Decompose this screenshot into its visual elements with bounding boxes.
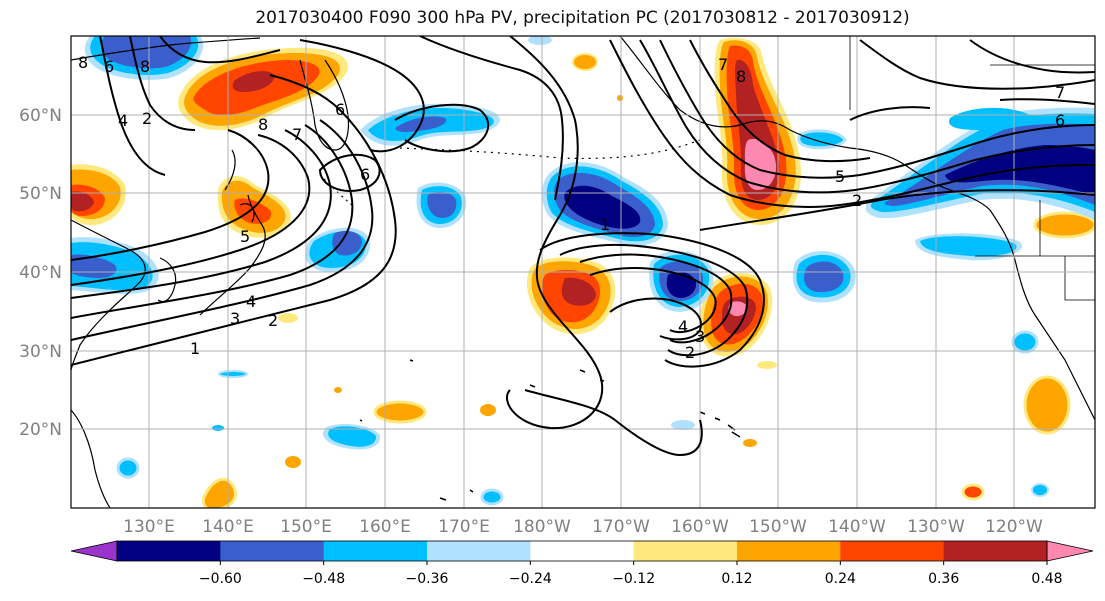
colorbar-segment	[530, 541, 634, 561]
colorbar-tick-label: −0.60	[199, 571, 242, 587]
contour-label-5: 5	[240, 227, 250, 246]
colorbar-tick-label: −0.48	[302, 571, 345, 587]
colorbar-tick-label: 0.36	[928, 571, 959, 587]
contour-label-7b: 7	[718, 55, 728, 74]
lon-label-120w: 120°W	[985, 517, 1043, 537]
colorbar-tick-label: 0.12	[721, 571, 752, 587]
lon-label-140e: 140°E	[202, 517, 254, 537]
contour-label-2d: 2	[852, 191, 862, 210]
colorbar-tick-label: 0.24	[825, 571, 856, 587]
colorbar-segment	[944, 541, 1048, 561]
lon-label-180w: 180°W	[513, 517, 571, 537]
contour-label-4b: 4	[246, 292, 256, 311]
contour-label-2c: 2	[685, 343, 695, 362]
contour-label-8d: 8	[736, 67, 746, 86]
colorbar: −0.60 −0.48 −0.36 −0.24 −0.12 0.12 0.24 0.36 0.4…	[71, 541, 1105, 587]
contour-label-1: 1	[190, 339, 200, 358]
longitude-labels: 130°E 140°E 150°E 160°E 170°E 180°W 170°…	[123, 517, 1043, 537]
colorbar-tick-label: −0.36	[406, 571, 449, 587]
colorbar-tick-label: −0.24	[509, 571, 552, 587]
contour-label-8: 8	[78, 53, 88, 72]
colorbar-segment	[737, 541, 841, 561]
contour-label-8b: 8	[140, 57, 150, 76]
lon-label-170e: 170°E	[438, 517, 490, 537]
colorbar-segment	[220, 541, 324, 561]
contour-label-5b: 5	[835, 167, 845, 186]
lon-label-140w: 140°W	[828, 517, 886, 537]
lat-label-20n: 20°N	[19, 420, 62, 440]
contour-label-8c: 8	[258, 115, 268, 134]
lat-label-60n: 60°N	[19, 106, 62, 126]
contour-label-6c: 6	[360, 165, 370, 184]
contour-label-6: 6	[104, 57, 114, 76]
colorbar-tick-label: −0.12	[612, 571, 655, 587]
contour-label-4c: 4	[678, 317, 688, 336]
colorbar-segment	[427, 541, 531, 561]
lon-label-130e: 130°E	[123, 517, 175, 537]
contour-label-6d: 6	[1055, 111, 1065, 130]
contour-label-7: 7	[292, 125, 302, 144]
lon-label-150e: 150°E	[280, 517, 332, 537]
colorbar-segment	[840, 541, 944, 561]
colorbar-segment	[117, 541, 221, 561]
lon-label-160w: 160°W	[671, 517, 729, 537]
lat-label-50n: 50°N	[19, 184, 62, 204]
colorbar-extend-high	[1047, 541, 1093, 561]
colorbar-segment	[324, 541, 428, 561]
contour-label-2b: 2	[268, 311, 278, 330]
latitude-labels: 60°N 50°N 40°N 30°N 20°N	[19, 106, 62, 440]
contour-label-1b: 1	[600, 215, 610, 234]
lon-label-130w: 130°W	[907, 517, 965, 537]
colorbar-tick-label: 0.48	[1031, 571, 1062, 587]
contour-label-3: 3	[230, 309, 240, 328]
contour-label-7c: 7	[1055, 83, 1065, 102]
colorbar-segment	[634, 541, 738, 561]
lon-label-170w: 170°W	[592, 517, 650, 537]
map-figure: 8 6 4 2 8 6 8 7 6 5 4 3 2 1 1 4 3 2 8 7 …	[0, 0, 1105, 601]
lat-label-30n: 30°N	[19, 342, 62, 362]
contour-label-2: 2	[142, 109, 152, 128]
contour-label-3b: 3	[695, 327, 705, 346]
lon-label-150w: 150°W	[749, 517, 807, 537]
colorbar-extend-low	[71, 541, 117, 561]
contour-label-4: 4	[118, 111, 128, 130]
lat-label-40n: 40°N	[19, 263, 62, 283]
contour-label-6b: 6	[335, 100, 345, 119]
lon-label-160e: 160°E	[359, 517, 411, 537]
